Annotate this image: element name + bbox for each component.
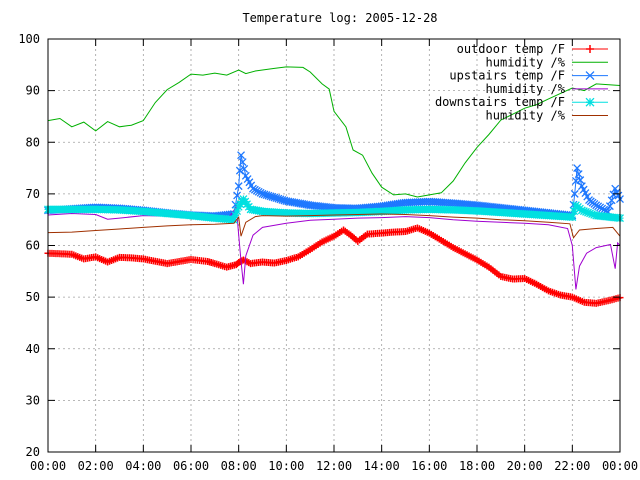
series-3 xyxy=(47,205,621,290)
data-point xyxy=(607,196,616,205)
data-point xyxy=(233,191,242,200)
x-tick-label: 02:00 xyxy=(78,459,114,473)
y-tick-label: 80 xyxy=(26,135,40,149)
data-point xyxy=(577,206,586,215)
y-tick-label: 50 xyxy=(26,290,40,304)
y-tick-label: 90 xyxy=(26,84,40,98)
legend-label: humidity /% xyxy=(486,82,566,96)
y-tick-label: 70 xyxy=(26,187,40,201)
data-point xyxy=(236,200,245,209)
x-tick-label: 00:00 xyxy=(602,459,638,473)
y-tick-label: 40 xyxy=(26,342,40,356)
series-layer xyxy=(44,66,624,307)
data-point xyxy=(590,210,599,219)
y-tick-label: 60 xyxy=(26,239,40,253)
legend-label: outdoor temp /F xyxy=(457,42,565,56)
legend-label: humidity /% xyxy=(486,55,566,69)
data-point xyxy=(576,176,585,185)
series-1 xyxy=(47,66,621,198)
series-line xyxy=(47,213,621,239)
x-tick-label: 08:00 xyxy=(221,459,257,473)
legend-marker xyxy=(586,45,594,53)
x-tick-label: 18:00 xyxy=(459,459,495,473)
data-point xyxy=(570,207,579,216)
data-point xyxy=(234,182,243,191)
legend-label: humidity /% xyxy=(486,109,566,123)
data-point xyxy=(234,202,243,211)
data-point xyxy=(588,210,597,219)
series-5 xyxy=(47,213,621,239)
x-tick-label: 12:00 xyxy=(316,459,352,473)
series-4 xyxy=(44,195,624,224)
x-tick-label: 14:00 xyxy=(364,459,400,473)
x-tick-label: 06:00 xyxy=(173,459,209,473)
chart-title: Temperature log: 2005-12-28 xyxy=(242,11,437,25)
legend-marker xyxy=(585,71,595,81)
data-point xyxy=(229,215,238,224)
y-tick-label: 20 xyxy=(26,445,40,459)
data-point xyxy=(568,213,577,222)
data-point xyxy=(581,207,590,216)
data-point xyxy=(579,207,588,216)
data-point xyxy=(584,208,592,217)
data-point xyxy=(605,202,614,211)
grid-lines xyxy=(48,39,620,452)
y-tick-label: 30 xyxy=(26,393,40,407)
x-tick-label: 22:00 xyxy=(554,459,590,473)
data-point xyxy=(233,207,242,216)
data-point xyxy=(231,211,240,220)
y-tick-label: 100 xyxy=(18,32,40,46)
x-tick-label: 20:00 xyxy=(507,459,543,473)
axis-ticks: 20 30 40 50 60 70 80 90 100 00:00 02:00 04:00 06:00 0… xyxy=(18,32,638,473)
data-point xyxy=(240,164,249,173)
legend-label: downstairs temp /F xyxy=(435,95,565,109)
series-line xyxy=(47,66,621,198)
data-point xyxy=(573,164,582,173)
series-line xyxy=(47,205,621,290)
data-point xyxy=(586,209,594,218)
x-tick-label: 10:00 xyxy=(268,459,304,473)
data-point xyxy=(237,151,246,160)
data-point xyxy=(570,189,579,198)
x-tick-label: 16:00 xyxy=(411,459,447,473)
x-tick-label: 04:00 xyxy=(125,459,161,473)
data-point xyxy=(238,158,247,166)
data-point xyxy=(574,170,583,179)
legend-label: upstairs temp /F xyxy=(449,69,565,83)
x-tick-label: 00:00 xyxy=(30,459,66,473)
legend-marker xyxy=(585,97,595,107)
series-0 xyxy=(44,224,624,307)
